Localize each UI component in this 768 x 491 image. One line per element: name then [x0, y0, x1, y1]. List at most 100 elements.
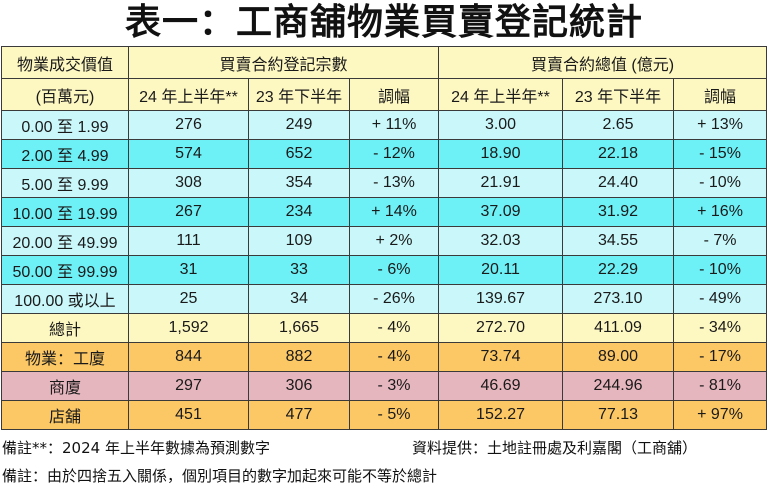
row-label: 商廈 — [1, 371, 129, 401]
table-row-commercial: 商廈 297 306 - 3% 46.69 244.96 - 81% — [1, 371, 768, 401]
row-label: 物業：工廈 — [1, 342, 129, 372]
table-row: 0.00 至 1.99 276 249 + 11% 3.00 2.65 + 13… — [1, 110, 768, 140]
cell-val-change: - 81% — [673, 371, 768, 401]
table-row: 20.00 至 49.99 111 109 + 2% 32.03 34.55 -… — [1, 226, 768, 256]
table-row: 100.00 或以上 25 34 - 26% 139.67 273.10 - 4… — [1, 284, 768, 314]
footnote-forecast-text: 備註**：2024 年上半年數據為預測數字 — [2, 439, 270, 457]
cell-val23: 24.40 — [562, 168, 675, 198]
statistics-table: 物業成交價值 買賣合約登記宗數 買賣合約總值 (億元) (百萬元) 24 年上半… — [1, 46, 768, 430]
cell-cnt24: 308 — [128, 168, 249, 198]
cell-cnt-change: - 6% — [348, 255, 440, 285]
row-label: 總計 — [1, 313, 129, 343]
header-cnt23: 23 年下半年 — [248, 78, 350, 111]
table-row: 2.00 至 4.99 574 652 - 12% 18.90 22.18 - … — [1, 139, 768, 169]
cell-cnt24: 276 — [128, 110, 249, 140]
cell-cnt-change: - 5% — [348, 400, 440, 430]
header-row-2: (百萬元) 24 年上半年** 23 年下半年 調幅 24 年上半年** 23 … — [1, 78, 768, 111]
data-source: 資料提供：土地註冊處及利嘉閣（工商舖） — [412, 439, 698, 457]
cell-val-change: - 10% — [673, 168, 768, 198]
cell-cnt-change: - 26% — [348, 284, 440, 314]
cell-cnt23: 109 — [248, 226, 350, 256]
cell-val23: 411.09 — [562, 313, 675, 343]
cell-cnt-change: + 11% — [348, 110, 440, 140]
cell-val23: 34.55 — [562, 226, 675, 256]
cell-cnt-change: - 3% — [348, 371, 440, 401]
page-title: 表一：工商舖物業買賣登記統計 — [124, 2, 643, 43]
cell-val-change: - 10% — [673, 255, 768, 285]
cell-cnt-change: - 4% — [348, 313, 440, 343]
cell-val23: 89.00 — [562, 342, 675, 372]
footnote-rounding: 備註：由於四捨五入關係，個別項目的數字加起來可能不等於總計 — [2, 467, 438, 485]
header-cnt-change: 調幅 — [348, 78, 440, 111]
cell-val-change: - 15% — [673, 139, 768, 169]
cell-val-change: - 34% — [673, 313, 768, 343]
cell-cnt24: 297 — [128, 371, 249, 401]
cell-val24: 139.67 — [438, 284, 564, 314]
row-label: 100.00 或以上 — [1, 284, 129, 314]
cell-cnt23: 234 — [248, 197, 350, 227]
cell-val23: 273.10 — [562, 284, 675, 314]
cell-val23: 22.29 — [562, 255, 675, 285]
table-row: 10.00 至 19.99 267 234 + 14% 37.09 31.92 … — [1, 197, 768, 227]
cell-val24: 152.27 — [438, 400, 564, 430]
cell-val24: 73.74 — [438, 342, 564, 372]
cell-val23: 2.65 — [562, 110, 675, 140]
cell-cnt24: 451 — [128, 400, 249, 430]
cell-cnt23: 354 — [248, 168, 350, 198]
cell-val24: 18.90 — [438, 139, 564, 169]
header-val-change: 調幅 — [673, 78, 768, 111]
cell-cnt-change: - 13% — [348, 168, 440, 198]
cell-cnt24: 111 — [128, 226, 249, 256]
cell-cnt23: 34 — [248, 284, 350, 314]
cell-val24: 46.69 — [438, 371, 564, 401]
table-row: 50.00 至 99.99 31 33 - 6% 20.11 22.29 - 1… — [1, 255, 768, 285]
table-row-total: 總計 1,592 1,665 - 4% 272.70 411.09 - 34% — [1, 313, 768, 343]
cell-val-change: + 97% — [673, 400, 768, 430]
cell-val23: 31.92 — [562, 197, 675, 227]
footnote-forecast: 備註**：2024 年上半年數據為預測數字 資料提供：土地註冊處及利嘉閣（工商舖… — [2, 437, 766, 458]
header-cnt24: 24 年上半年** — [128, 78, 249, 111]
header-price-unit: (百萬元) — [1, 78, 129, 111]
header-val24: 24 年上半年** — [438, 78, 564, 111]
row-label: 店舖 — [1, 400, 129, 430]
cell-cnt24: 844 — [128, 342, 249, 372]
row-label: 20.00 至 49.99 — [1, 226, 129, 256]
cell-val-change: + 13% — [673, 110, 768, 140]
header-row-1: 物業成交價值 買賣合約登記宗數 買賣合約總值 (億元) — [1, 46, 768, 79]
cell-val-change: - 7% — [673, 226, 768, 256]
cell-cnt24: 25 — [128, 284, 249, 314]
cell-val24: 3.00 — [438, 110, 564, 140]
cell-cnt23: 1,665 — [248, 313, 350, 343]
cell-cnt-change: + 14% — [348, 197, 440, 227]
cell-val24: 21.91 — [438, 168, 564, 198]
cell-cnt23: 652 — [248, 139, 350, 169]
table-row-retail: 店舖 451 477 - 5% 152.27 77.13 + 97% — [1, 400, 768, 430]
row-label: 10.00 至 19.99 — [1, 197, 129, 227]
row-label: 5.00 至 9.99 — [1, 168, 129, 198]
cell-cnt23: 477 — [248, 400, 350, 430]
row-label: 0.00 至 1.99 — [1, 110, 129, 140]
cell-val23: 22.18 — [562, 139, 675, 169]
header-group-count: 買賣合約登記宗數 — [127, 46, 440, 79]
cell-val24: 272.70 — [438, 313, 564, 343]
cell-cnt24: 31 — [128, 255, 249, 285]
table-row-industrial: 物業：工廈 844 882 - 4% 73.74 89.00 - 17% — [1, 342, 768, 372]
cell-cnt-change: + 2% — [348, 226, 440, 256]
cell-cnt24: 574 — [128, 139, 249, 169]
cell-cnt-change: - 4% — [348, 342, 440, 372]
cell-cnt24: 267 — [128, 197, 249, 227]
cell-val23: 244.96 — [562, 371, 675, 401]
cell-val24: 37.09 — [438, 197, 564, 227]
cell-cnt24: 1,592 — [128, 313, 249, 343]
cell-val24: 20.11 — [438, 255, 564, 285]
table-row: 5.00 至 9.99 308 354 - 13% 21.91 24.40 - … — [1, 168, 768, 198]
cell-val-change: - 17% — [673, 342, 768, 372]
cell-cnt-change: - 12% — [348, 139, 440, 169]
cell-cnt23: 882 — [248, 342, 350, 372]
cell-val-change: - 49% — [673, 284, 768, 314]
header-val23: 23 年下半年 — [562, 78, 675, 111]
cell-val23: 77.13 — [562, 400, 675, 430]
header-group-value: 買賣合約總值 (億元) — [438, 46, 768, 79]
header-price-range: 物業成交價值 — [1, 46, 129, 79]
cell-cnt23: 249 — [248, 110, 350, 140]
